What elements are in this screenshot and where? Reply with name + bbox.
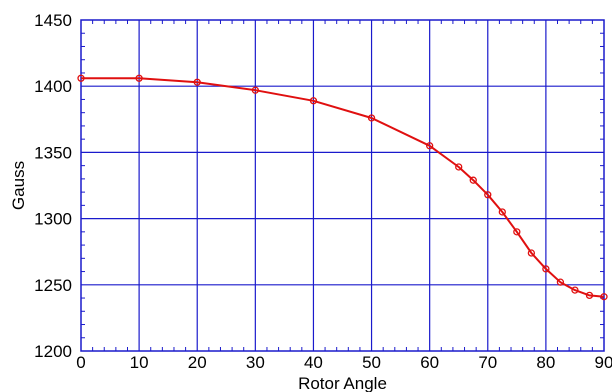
data-point [367,114,376,122]
data-point [309,97,318,105]
x-tick-label: 0 [76,353,85,372]
y-tick-label: 1300 [34,210,72,229]
y-tick-label: 1400 [34,77,72,96]
data-point [193,78,201,86]
x-tick-label: 50 [362,353,381,372]
x-tick-label: 40 [304,353,323,372]
series-line [81,77,605,298]
data-point [542,265,550,273]
x-tick-label: 30 [246,353,265,372]
data-point [455,163,463,171]
data-point [484,191,492,199]
x-axis-label: Rotor Angle [298,374,387,392]
data-point [135,74,143,82]
y-tick-label: 1250 [34,276,72,295]
data-point [77,74,85,82]
data-point [498,208,506,216]
plot-frame [80,19,605,352]
y-axis-label: Gauss [9,161,28,210]
data-point [513,228,521,236]
x-tick-label: 90 [595,353,612,372]
x-tick-label: 60 [420,353,439,372]
data-point [571,286,579,294]
x-tick-label: 20 [188,353,207,372]
data-point [527,249,536,257]
y-tick-label: 1200 [34,342,72,361]
data-point [251,86,259,94]
data-point [600,293,608,301]
data-point [585,291,594,300]
series [77,74,608,301]
x-tick-label: 10 [130,353,149,372]
x-tick-label: 80 [536,353,555,372]
grid [81,20,604,351]
y-tick-label: 1350 [34,143,72,162]
y-tick-label: 1450 [34,11,72,30]
minor-ticks [81,20,604,351]
data-point [469,176,477,184]
tick-labels: 0 10 20 30 40 50 60 70 80 90 1200 1250 1300 1350 1400 1… [34,11,612,372]
data-point [426,142,434,150]
data-point [556,278,565,286]
x-tick-label: 70 [478,353,497,372]
